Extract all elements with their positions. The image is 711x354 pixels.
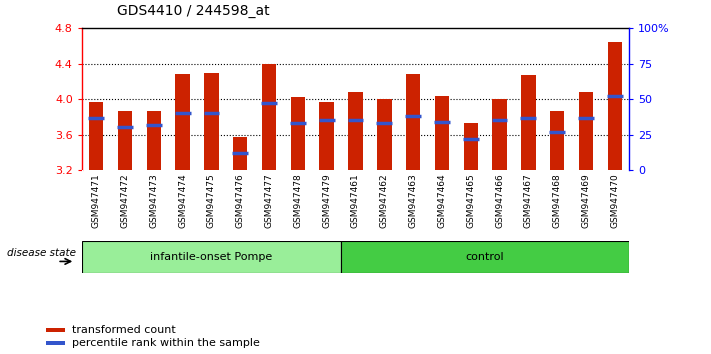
Text: GSM947468: GSM947468 bbox=[552, 173, 562, 228]
Bar bbox=[204, 73, 219, 170]
Bar bbox=[262, 64, 277, 170]
Text: GSM947474: GSM947474 bbox=[178, 173, 187, 228]
Bar bbox=[377, 99, 392, 170]
Text: disease state: disease state bbox=[7, 248, 76, 258]
Bar bbox=[146, 110, 161, 170]
Text: GSM947467: GSM947467 bbox=[524, 173, 533, 228]
Bar bbox=[89, 102, 103, 170]
Text: GSM947476: GSM947476 bbox=[236, 173, 245, 228]
Bar bbox=[348, 92, 363, 170]
Bar bbox=[406, 74, 420, 170]
Text: GSM947463: GSM947463 bbox=[409, 173, 417, 228]
Bar bbox=[579, 92, 593, 170]
Text: GSM947461: GSM947461 bbox=[351, 173, 360, 228]
Text: GSM947475: GSM947475 bbox=[207, 173, 216, 228]
Bar bbox=[550, 110, 565, 170]
Bar bbox=[82, 241, 341, 273]
Text: transformed count: transformed count bbox=[72, 325, 176, 335]
Bar bbox=[291, 97, 305, 170]
Text: GSM947471: GSM947471 bbox=[92, 173, 101, 228]
Bar bbox=[46, 341, 65, 345]
Bar bbox=[233, 137, 247, 170]
Bar bbox=[521, 75, 535, 170]
Text: control: control bbox=[466, 252, 505, 262]
Text: GSM947462: GSM947462 bbox=[380, 173, 389, 228]
Text: infantile-onset Pompe: infantile-onset Pompe bbox=[150, 252, 272, 262]
Text: GSM947472: GSM947472 bbox=[120, 173, 129, 228]
Text: GSM947478: GSM947478 bbox=[294, 173, 302, 228]
Bar bbox=[341, 241, 629, 273]
Bar bbox=[492, 99, 507, 170]
Bar bbox=[608, 42, 622, 170]
Bar bbox=[464, 123, 478, 170]
Text: GDS4410 / 244598_at: GDS4410 / 244598_at bbox=[117, 4, 270, 18]
Bar bbox=[434, 97, 449, 170]
Text: GSM947464: GSM947464 bbox=[437, 173, 447, 228]
Text: GSM947479: GSM947479 bbox=[322, 173, 331, 228]
Text: GSM947466: GSM947466 bbox=[495, 173, 504, 228]
Bar bbox=[176, 74, 190, 170]
Bar bbox=[319, 102, 334, 170]
Text: GSM947473: GSM947473 bbox=[149, 173, 159, 228]
Bar bbox=[46, 328, 65, 332]
Text: percentile rank within the sample: percentile rank within the sample bbox=[72, 338, 260, 348]
Text: GSM947469: GSM947469 bbox=[582, 173, 591, 228]
Text: GSM947465: GSM947465 bbox=[466, 173, 475, 228]
Bar bbox=[118, 110, 132, 170]
Text: GSM947470: GSM947470 bbox=[610, 173, 619, 228]
Text: GSM947477: GSM947477 bbox=[264, 173, 274, 228]
